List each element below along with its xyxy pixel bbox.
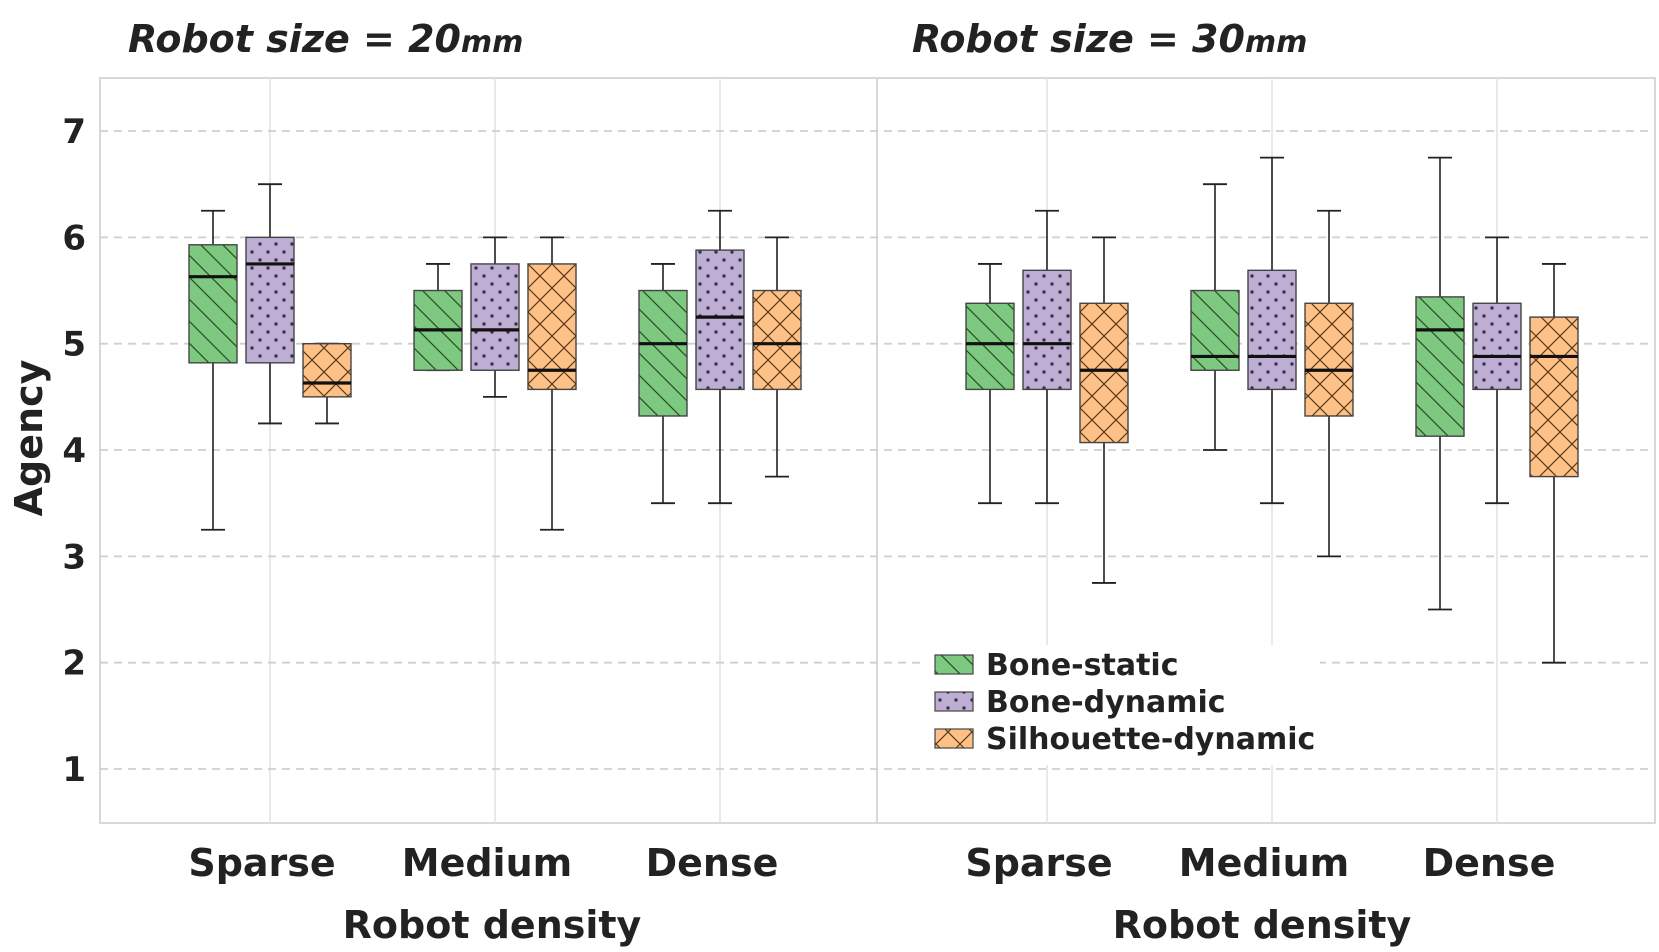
box-hatch [1472,302,1522,391]
x-tick-labels: Sparse Medium Dense Sparse Medium Dense [188,841,1555,885]
box-bone-dynamic [1022,209,1072,505]
box-silhouette-dynamic [302,342,352,425]
box-hatch [752,289,802,391]
legend-swatch [934,728,974,749]
box-bone-dynamic [1247,156,1297,505]
x-axis-label-left: Robot density [343,903,642,947]
y-axis-label: Agency [7,359,51,516]
y-tick-label: 4 [62,431,86,471]
legend-label: Silhouette-dynamic [986,722,1315,757]
legend-label: Bone-dynamic [986,685,1226,720]
panel-titles: Robot size = 20mm Robot size = 30mm [128,17,1307,61]
box-bone-static [638,263,688,505]
legend-swatch [934,654,974,675]
box-hatch [470,263,520,371]
box-hatch [1190,289,1240,371]
y-tick-label: 5 [62,325,86,365]
box-silhouette-dynamic [527,236,577,531]
box-bone-static [1190,183,1240,451]
box-hatch [527,263,577,391]
box-bone-static [1415,156,1465,611]
y-tick-label: 1 [62,750,86,790]
box-bone-dynamic [1472,236,1522,505]
grid-lines [100,78,1655,823]
y-tick-label: 7 [62,112,86,152]
y-tick-label: 6 [62,218,86,258]
box-hatch [695,249,745,391]
x-axis-label-right: Robot density [1113,903,1412,947]
legend: Bone-staticBone-dynamicSilhouette-dynami… [920,645,1320,765]
box-hatch [638,289,688,417]
legend-swatch [934,691,974,712]
y-tick-label: 2 [62,644,86,684]
box-elements [188,156,1579,664]
box-silhouette-dynamic [1304,209,1354,558]
box-hatch [965,302,1015,391]
box-silhouette-dynamic [752,236,802,478]
box-bone-static [413,263,463,372]
box-hatch [1022,269,1072,391]
box-hatch [1304,302,1354,417]
y-tick-labels: 1 2 3 4 5 6 7 [62,112,86,790]
box-silhouette-dynamic [1529,263,1579,664]
panel-title-30mm: Robot size = 30mm [912,17,1307,61]
box-silhouette-dynamic [1079,236,1129,584]
box-hatch [1247,269,1297,391]
box-bone-static [965,263,1015,505]
box-hatch [1529,316,1579,478]
box-bone-dynamic [245,183,295,425]
panel-title-20mm: Robot size = 20mm [128,17,523,61]
y-tick-label: 3 [62,537,86,577]
box-hatch [245,236,295,364]
box-hatch [188,244,238,364]
x-tick-label: Dense [1423,841,1556,885]
box-hatch [302,342,352,398]
x-tick-label: Dense [646,841,779,885]
box-hatch [1415,296,1465,437]
x-tick-label: Medium [402,841,572,885]
box-bone-dynamic [695,209,745,505]
x-tick-label: Sparse [188,841,335,885]
box-bone-static [188,209,238,531]
x-tick-label: Medium [1179,841,1349,885]
box-bone-dynamic [470,236,520,398]
legend-label: Bone-static [986,648,1178,683]
legend-background [920,645,1320,765]
box-hatch [1079,302,1129,444]
x-tick-label: Sparse [965,841,1112,885]
